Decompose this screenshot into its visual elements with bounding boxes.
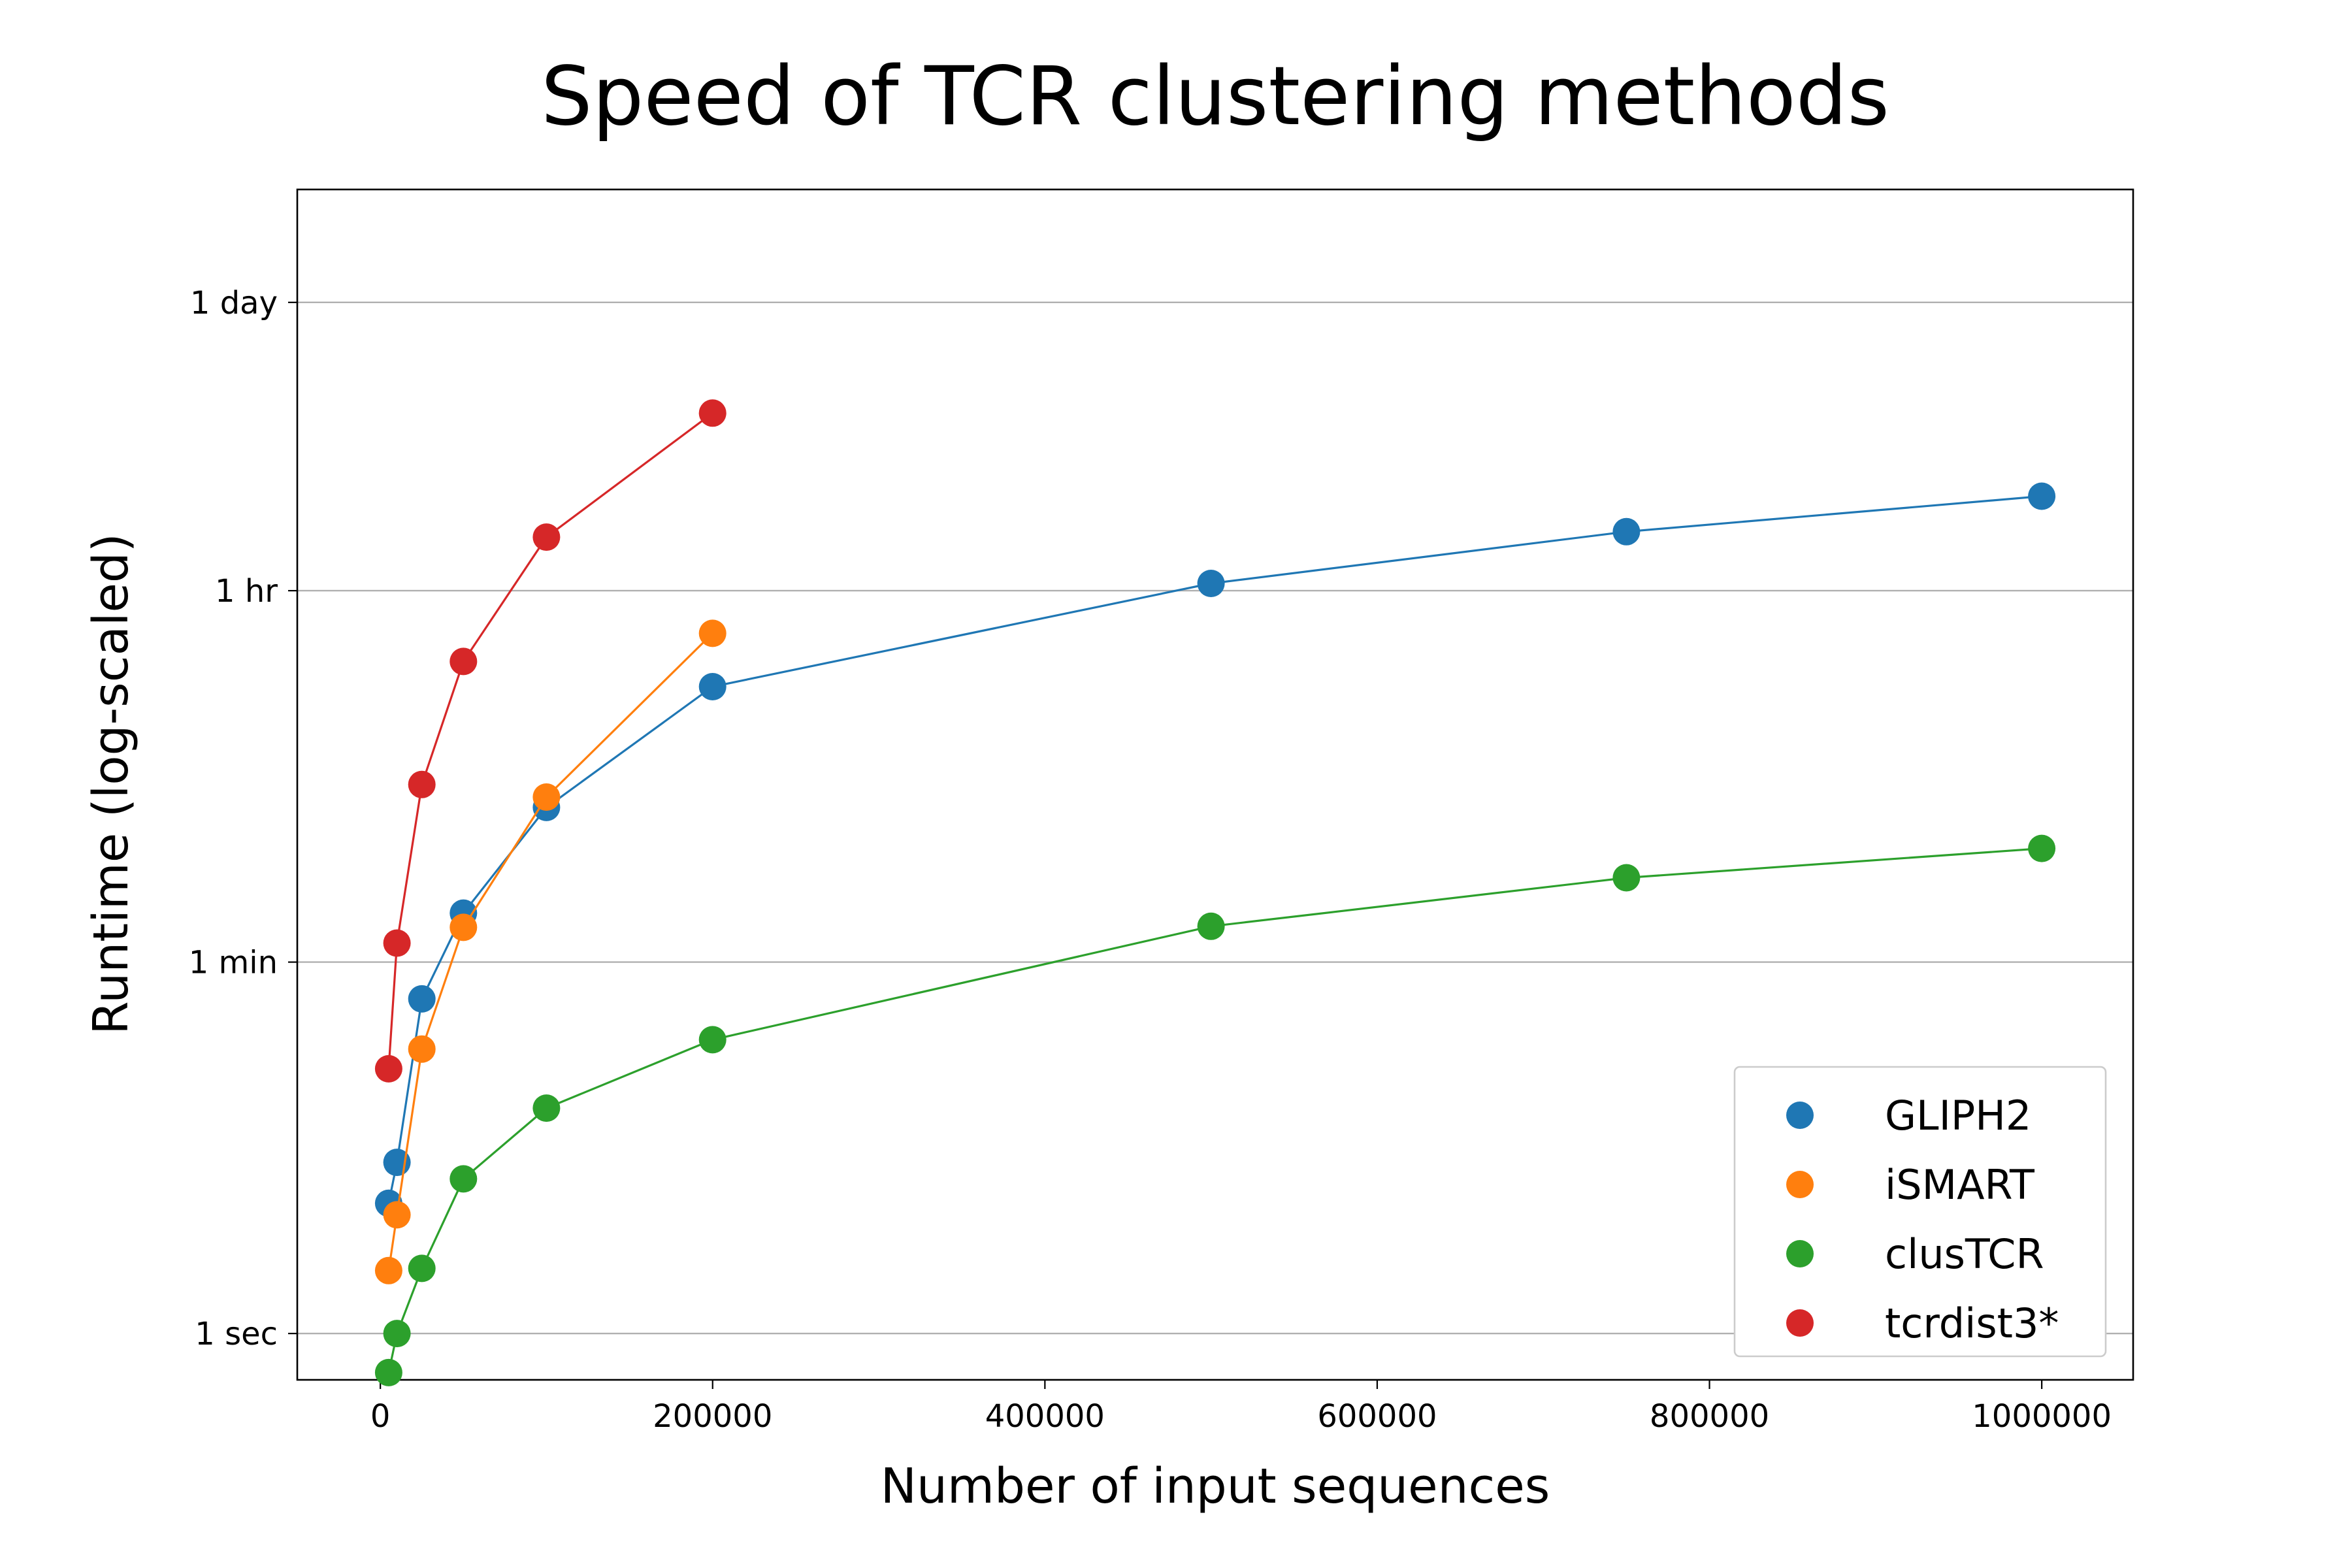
series-tcrdist3- [374, 399, 727, 1083]
legend-marker [1786, 1240, 1814, 1267]
y-axis: 1 sec 1 min 1 hr 1 day [189, 285, 297, 1352]
data-point [698, 619, 727, 647]
x-axis: 0 200000 400000 600000 800000 1000000 [370, 1380, 2112, 1435]
series-line [387, 632, 713, 1271]
data-point [532, 1094, 561, 1122]
data-point [408, 1035, 436, 1063]
x-tick-label: 1000000 [1972, 1398, 2112, 1435]
data-point [698, 673, 727, 700]
data-point [374, 1358, 402, 1386]
data-point [408, 1254, 436, 1282]
data-point [374, 1054, 402, 1083]
data-point [383, 1320, 411, 1348]
data-point [532, 783, 561, 811]
y-tick-label: 1 hr [215, 573, 278, 610]
legend-box [1733, 1066, 2107, 1358]
y-tick-label: 1 sec [195, 1316, 278, 1352]
series-clustcr [374, 834, 2056, 1386]
data-point [1197, 570, 1225, 597]
data-point [2028, 482, 2056, 510]
data-point [374, 1256, 402, 1284]
data-point [1612, 517, 1641, 546]
y-tick-label: 1 day [190, 285, 278, 321]
legend: GLIPH2 iSMART clusTCR tcrdist3* [1733, 1066, 2107, 1358]
y-axis-label: Runtime (log-scaled) [83, 533, 139, 1035]
data-point [408, 770, 436, 798]
data-point [408, 985, 436, 1013]
data-point [449, 913, 478, 941]
data-point [532, 523, 561, 551]
data-point [383, 1201, 411, 1229]
legend-label: clusTCR [1885, 1230, 2044, 1278]
data-point [2028, 834, 2056, 862]
legend-label: GLIPH2 [1885, 1092, 2031, 1139]
x-tick-label: 200000 [653, 1398, 772, 1435]
series-layer [374, 399, 2056, 1386]
data-point [449, 1165, 478, 1193]
legend-items: GLIPH2 iSMART clusTCR tcrdist3* [1786, 1092, 2059, 1347]
x-axis-label: Number of input sequences [881, 1458, 1550, 1514]
legend-marker [1786, 1171, 1814, 1198]
data-point [1197, 912, 1225, 940]
data-point [1612, 864, 1641, 892]
series-line [387, 412, 713, 1070]
plot-frame [296, 188, 2134, 1381]
legend-label: tcrdist3* [1885, 1299, 2059, 1347]
legend-label: iSMART [1885, 1161, 2035, 1209]
chart-title: Speed of TCR clustering methods [541, 50, 1889, 144]
x-tick-label: 600000 [1317, 1398, 1437, 1435]
x-tick-label: 800000 [1650, 1398, 1769, 1435]
data-point [698, 1026, 727, 1054]
y-tick-label: 1 min [189, 945, 278, 981]
data-point [698, 399, 727, 427]
series-ismart [374, 619, 727, 1284]
x-tick-label: 0 [370, 1398, 391, 1435]
data-point [383, 929, 411, 957]
legend-marker [1786, 1309, 1814, 1337]
legend-marker [1786, 1102, 1814, 1129]
x-tick-label: 400000 [985, 1398, 1105, 1435]
data-point [449, 647, 478, 676]
